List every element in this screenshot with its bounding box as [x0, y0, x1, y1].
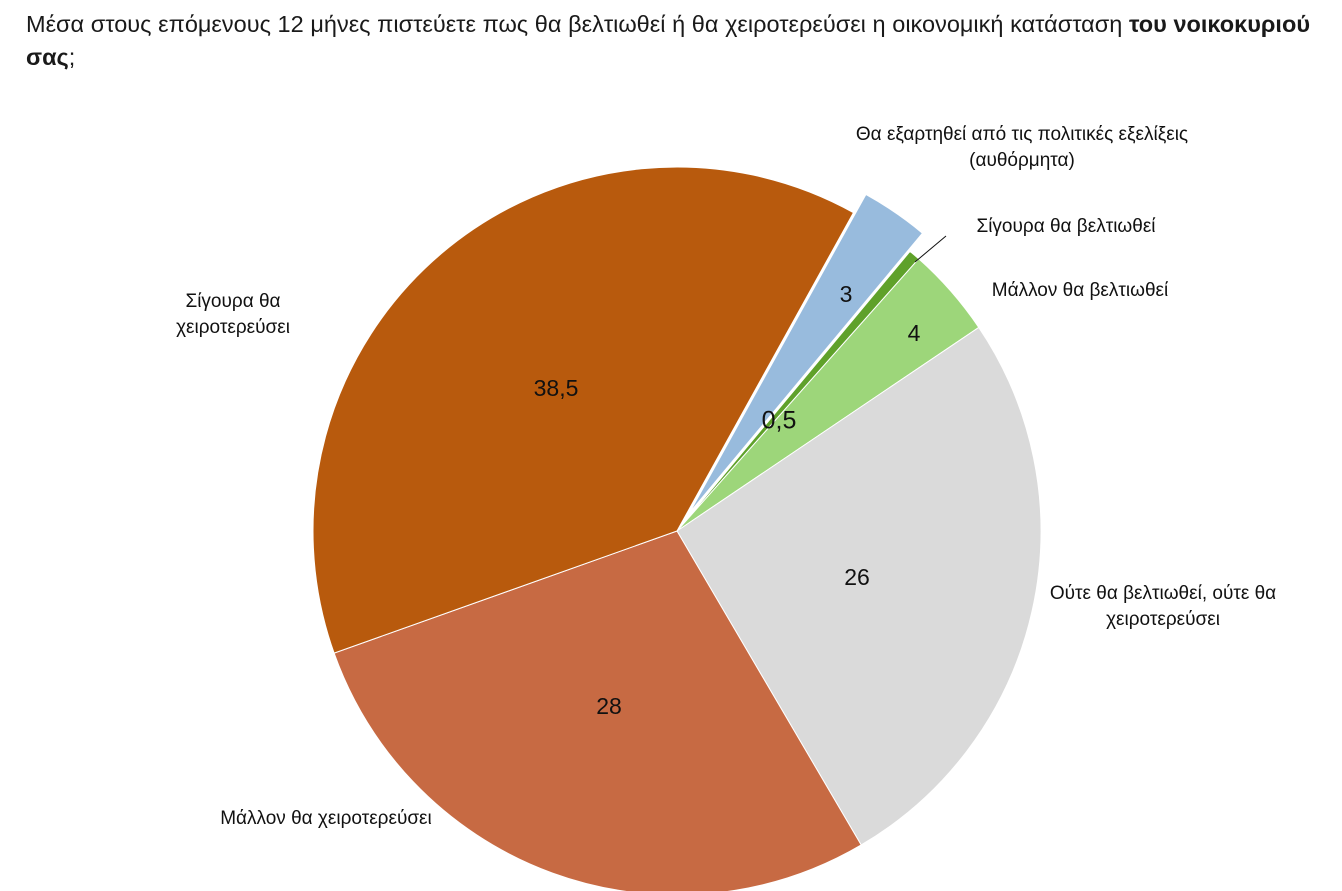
category-label-surely-improve: Σίγουρα θα βελτιωθεί	[976, 216, 1156, 237]
title-bold-text: του νοικοκυριού σας	[26, 11, 1310, 70]
pie-slice-surely-worse	[312, 166, 855, 654]
value-label-neither: 26	[844, 564, 870, 590]
value-label-rather-improve: 4	[908, 320, 921, 346]
leader-lines	[914, 235, 947, 263]
title-end: ;	[68, 44, 76, 70]
category-label-rather-improve: Μάλλον θα βελτιωθεί	[992, 280, 1169, 301]
value-label-spontaneous: 3	[840, 281, 853, 307]
leader-line-surely-improve	[914, 235, 947, 263]
category-label-spontaneous: Θα εξαρτηθεί από τις πολιτικές εξελίξεις…	[856, 124, 1188, 171]
value-label-surely-worse: 38,5	[534, 375, 579, 401]
pie-slices	[312, 166, 1042, 891]
value-label-rather-worse: 28	[596, 693, 622, 719]
category-labels: Θα εξαρτηθεί από τις πολιτικές εξελίξεις…	[176, 124, 1276, 829]
category-label-surely-worse: Σίγουρα θα χειροτερεύσει	[176, 291, 290, 338]
pie-slice-spontaneous	[688, 193, 924, 514]
pie-slice-rather-worse	[333, 530, 862, 891]
category-label-neither: Ούτε θα βελτιωθεί, ούτε θα χειροτερεύσει	[1050, 583, 1276, 630]
value-label-surely-improve: 0,5	[762, 407, 797, 435]
chart-title: Μέσα στους επόμενους 12 μήνες πιστεύετε …	[26, 8, 1310, 74]
title-text: Μέσα στους επόμενους 12 μήνες πιστεύετε …	[26, 11, 1129, 37]
value-labels: 3 0,5 4 26 28 38,5	[534, 281, 921, 719]
category-label-rather-worse: Μάλλον θα χειροτερεύσει	[220, 808, 432, 829]
pie-slice-neither	[676, 326, 1042, 846]
